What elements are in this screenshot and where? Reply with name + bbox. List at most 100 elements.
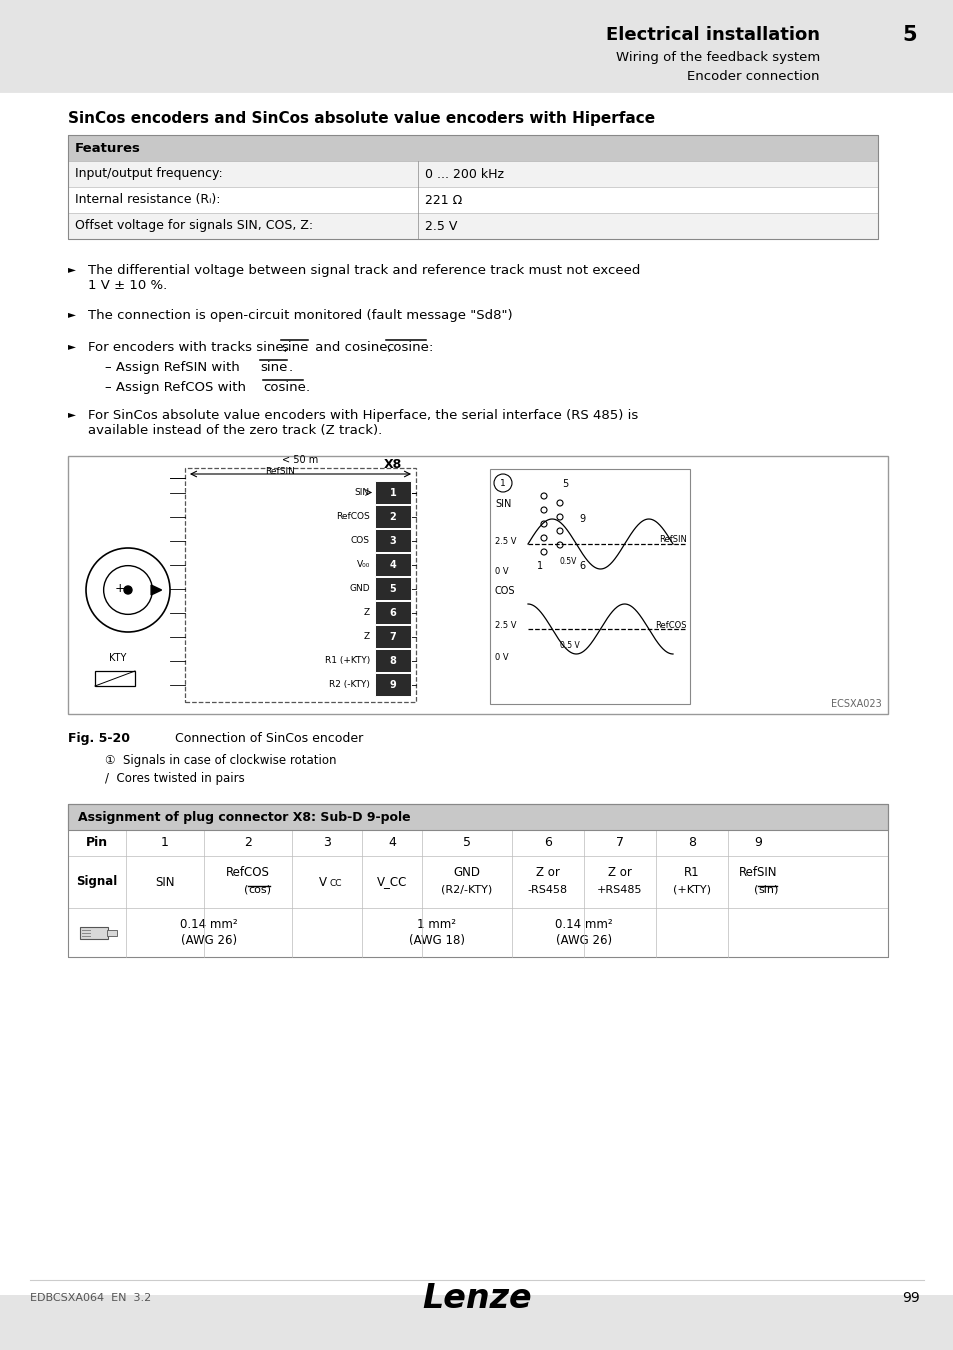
Circle shape [557,528,562,535]
Bar [375,649,411,672]
Circle shape [540,535,546,541]
Text: 9: 9 [578,514,584,524]
Text: 2.5 V: 2.5 V [495,536,516,545]
Text: 0.5 V: 0.5 V [559,641,579,651]
Text: X8: X8 [383,458,402,471]
Text: 3: 3 [323,837,331,849]
Text: 8: 8 [687,837,696,849]
Text: 6: 6 [578,562,584,571]
Circle shape [540,549,546,555]
Bar [375,554,411,576]
Text: (AWG 26): (AWG 26) [556,934,612,948]
Text: RefSIN: RefSIN [659,536,686,544]
Text: 7: 7 [616,837,623,849]
Text: cosine: cosine [263,381,306,394]
Text: V₀₀: V₀₀ [356,560,370,568]
Bar [375,625,411,648]
Text: RefCOS: RefCOS [335,512,370,521]
Bar [68,188,877,213]
Bar [68,135,877,161]
Text: (: ( [753,886,758,895]
Text: V: V [318,876,327,888]
Text: 2.5 V: 2.5 V [424,220,456,232]
Bar [68,909,887,957]
Text: 4: 4 [388,837,395,849]
Text: 9: 9 [753,837,761,849]
Text: 6: 6 [543,837,552,849]
Bar [68,805,887,830]
Bar [68,135,877,239]
Text: :: : [429,342,433,354]
Text: The connection is open-circuit monitored (fault message "Sd8"): The connection is open-circuit monitored… [88,309,512,323]
Text: 0.14 mm²: 0.14 mm² [180,918,237,932]
Text: Signal: Signal [76,876,117,888]
Text: 221 Ω: 221 Ω [424,193,462,207]
Text: +: + [114,582,125,594]
Bar [375,674,411,697]
Bar [68,830,887,856]
Text: (R2/-KTY): (R2/-KTY) [441,886,492,895]
Text: -RS458: -RS458 [527,886,567,895]
Text: RefCOS: RefCOS [655,621,686,629]
Bar [0,0,953,95]
Text: 1: 1 [537,562,542,571]
Bar [375,576,411,599]
Text: For SinCos absolute value encoders with Hiperface, the serial interface (RS 485): For SinCos absolute value encoders with … [88,409,638,423]
Text: Encoder connection: Encoder connection [687,69,820,82]
Text: available instead of the zero track (Z track).: available instead of the zero track (Z t… [88,424,382,437]
Text: sine: sine [281,342,308,354]
Text: Connection of SinCos encoder: Connection of SinCos encoder [174,732,363,745]
Text: RefCOS: RefCOS [226,865,270,879]
Text: COS: COS [495,586,515,597]
Bar [107,930,117,936]
Text: 7: 7 [389,632,395,641]
Circle shape [540,508,546,513]
Text: < 50 m: < 50 m [282,455,318,464]
Circle shape [557,514,562,520]
Text: Pin: Pin [86,837,108,849]
Bar [375,505,411,528]
Text: – Assign RefSIN with: – Assign RefSIN with [105,360,244,374]
Text: The differential voltage between signal track and reference track must not excee: The differential voltage between signal … [88,265,639,277]
Bar [185,468,416,702]
Text: ①  Signals in case of clockwise rotation: ① Signals in case of clockwise rotation [105,755,336,767]
Text: 2.5 V: 2.5 V [495,621,516,630]
Text: Internal resistance (Rᵢ):: Internal resistance (Rᵢ): [75,193,220,207]
Bar [375,529,411,552]
Text: 9: 9 [389,679,395,690]
Bar [68,456,887,714]
Text: (: ( [243,886,248,895]
Text: 4: 4 [389,559,395,570]
Bar [95,671,135,686]
Polygon shape [151,585,161,595]
Text: For encoders with tracks sine,: For encoders with tracks sine, [88,342,292,354]
Text: .: . [306,381,310,394]
Text: Z: Z [363,608,370,617]
Text: Lenze: Lenze [422,1281,531,1315]
Text: 0 V: 0 V [495,652,508,662]
Circle shape [540,521,546,526]
Text: 5: 5 [902,26,917,45]
Text: – Assign RefCOS with: – Assign RefCOS with [105,381,250,394]
Text: Fig. 5-20: Fig. 5-20 [68,732,130,745]
Text: cosine: cosine [386,342,429,354]
Circle shape [540,493,546,500]
Circle shape [557,500,562,506]
Text: R1: R1 [683,865,700,879]
Bar [490,468,689,703]
Bar [68,161,877,188]
Text: GND: GND [453,865,480,879]
Text: Input/output frequency:: Input/output frequency: [75,167,222,181]
Text: 8: 8 [389,656,396,666]
Text: .: . [289,360,293,374]
Text: Wiring of the feedback system: Wiring of the feedback system [615,51,820,65]
Text: 6: 6 [389,608,395,617]
Circle shape [124,586,132,594]
Text: sin): sin) [758,886,778,895]
Text: 1: 1 [161,837,169,849]
Text: 5: 5 [462,837,471,849]
Text: CC: CC [330,879,342,888]
Text: SIN: SIN [355,487,370,497]
Text: cos): cos) [248,886,271,895]
Text: R1 (+KTY): R1 (+KTY) [324,656,370,666]
